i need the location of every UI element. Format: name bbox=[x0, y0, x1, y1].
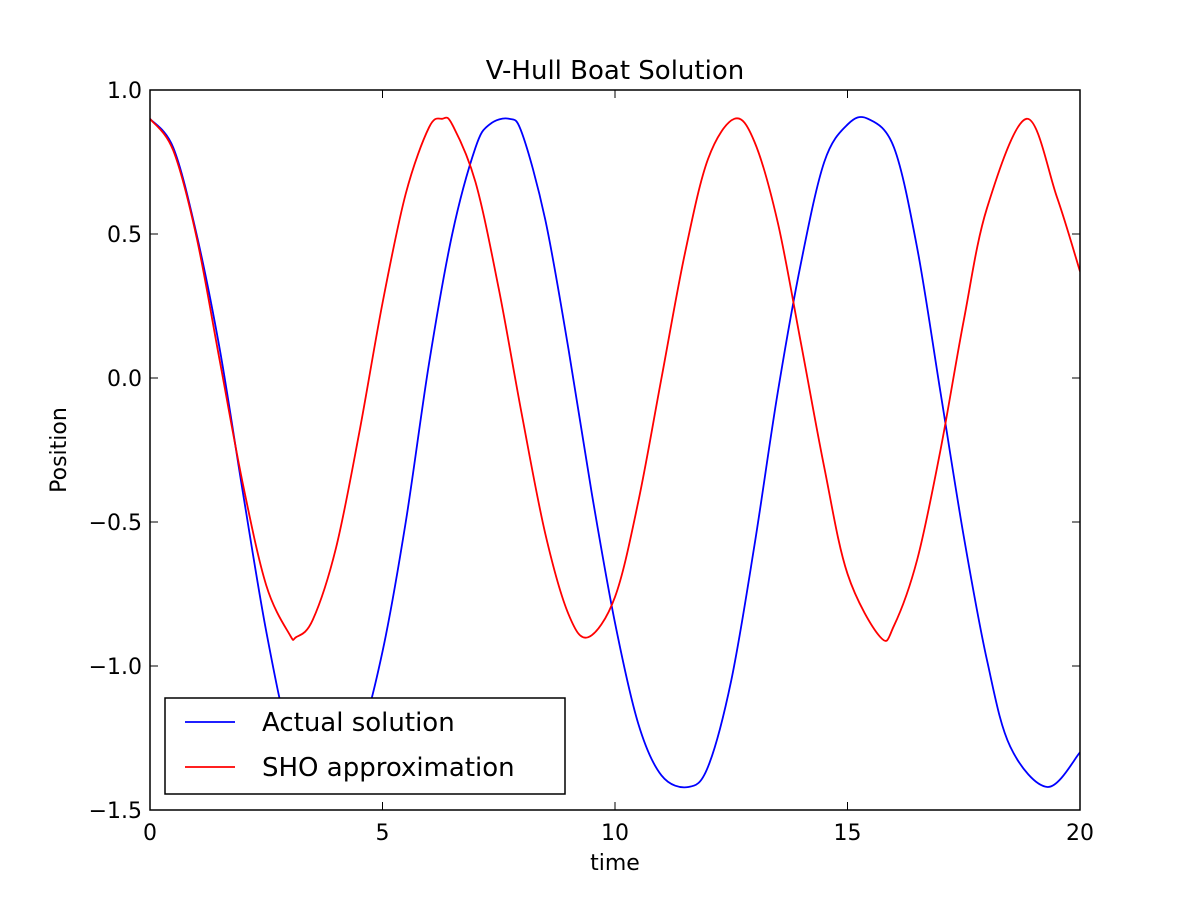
x-axis-ticks: 0 5 10 15 20 bbox=[143, 90, 1094, 846]
y-tick-label: 0.5 bbox=[107, 223, 142, 248]
legend: Actual solution SHO approximation bbox=[164, 697, 566, 795]
x-tick-label: 10 bbox=[601, 821, 629, 846]
legend-label-sho-approximation: SHO approximation bbox=[262, 753, 515, 783]
y-tick-label: 0.0 bbox=[107, 367, 142, 392]
y-tick-label: −1.5 bbox=[89, 799, 142, 824]
x-axis-label: time bbox=[590, 851, 640, 876]
x-tick-label: 5 bbox=[376, 821, 390, 846]
y-tick-label: −1.0 bbox=[89, 655, 142, 680]
legend-box bbox=[164, 697, 566, 795]
y-axis-ticks: 1.0 0.5 0.0 −0.5 −1.0 −1.5 bbox=[89, 79, 1080, 824]
y-axis-label: Position bbox=[47, 407, 72, 493]
x-tick-label: 15 bbox=[834, 821, 862, 846]
legend-label-actual-solution: Actual solution bbox=[262, 708, 455, 738]
chart-title: V-Hull Boat Solution bbox=[486, 56, 744, 86]
y-tick-label: −0.5 bbox=[89, 511, 142, 536]
x-tick-label: 20 bbox=[1066, 821, 1094, 846]
x-tick-label: 0 bbox=[143, 821, 157, 846]
y-tick-label: 1.0 bbox=[107, 79, 142, 104]
series-line-sho-approximation bbox=[150, 116, 1080, 642]
